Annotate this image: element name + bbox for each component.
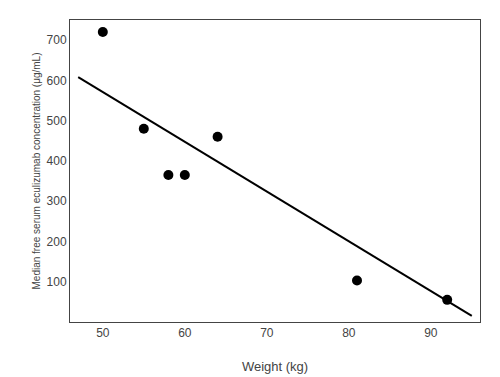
svg-text:600: 600 bbox=[47, 74, 67, 88]
svg-text:Median free serum eculizumab c: Median free serum eculizumab concentrati… bbox=[31, 53, 42, 290]
svg-text:60: 60 bbox=[178, 326, 192, 340]
svg-text:500: 500 bbox=[47, 114, 67, 128]
svg-text:90: 90 bbox=[424, 326, 438, 340]
svg-text:70: 70 bbox=[260, 326, 274, 340]
svg-text:50: 50 bbox=[96, 326, 110, 340]
svg-text:200: 200 bbox=[47, 235, 67, 249]
svg-text:700: 700 bbox=[47, 33, 67, 47]
svg-text:400: 400 bbox=[47, 154, 67, 168]
svg-text:300: 300 bbox=[47, 194, 67, 208]
svg-text:Weight (kg): Weight (kg) bbox=[242, 359, 308, 374]
svg-text:80: 80 bbox=[342, 326, 356, 340]
svg-text:100: 100 bbox=[47, 275, 67, 289]
